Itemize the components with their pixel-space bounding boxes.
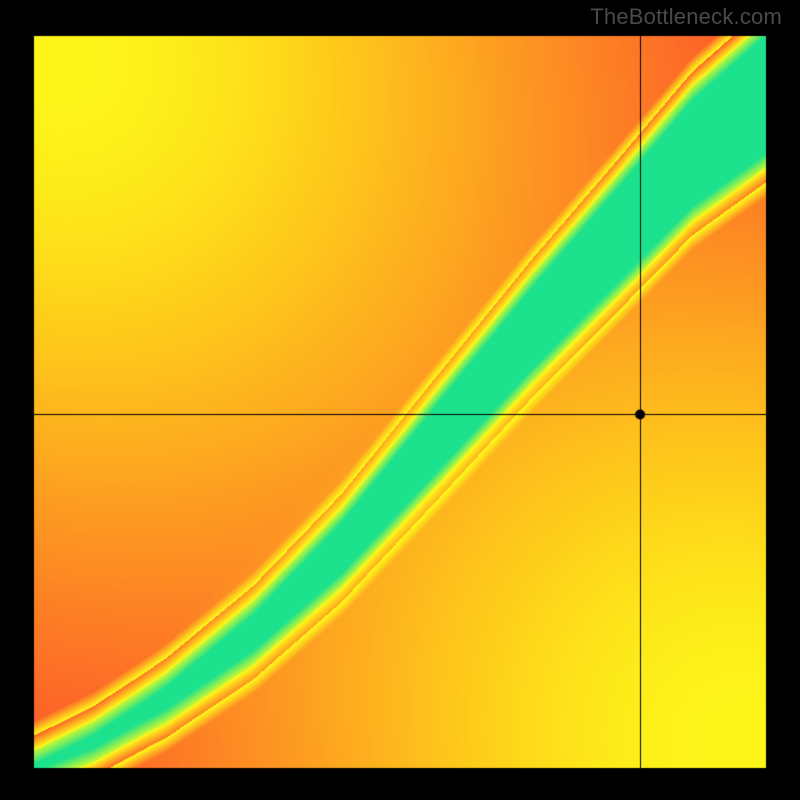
- bottleneck-heatmap: [0, 0, 800, 800]
- watermark-text: TheBottleneck.com: [590, 4, 782, 30]
- chart-container: { "watermark": "TheBottleneck.com", "can…: [0, 0, 800, 800]
